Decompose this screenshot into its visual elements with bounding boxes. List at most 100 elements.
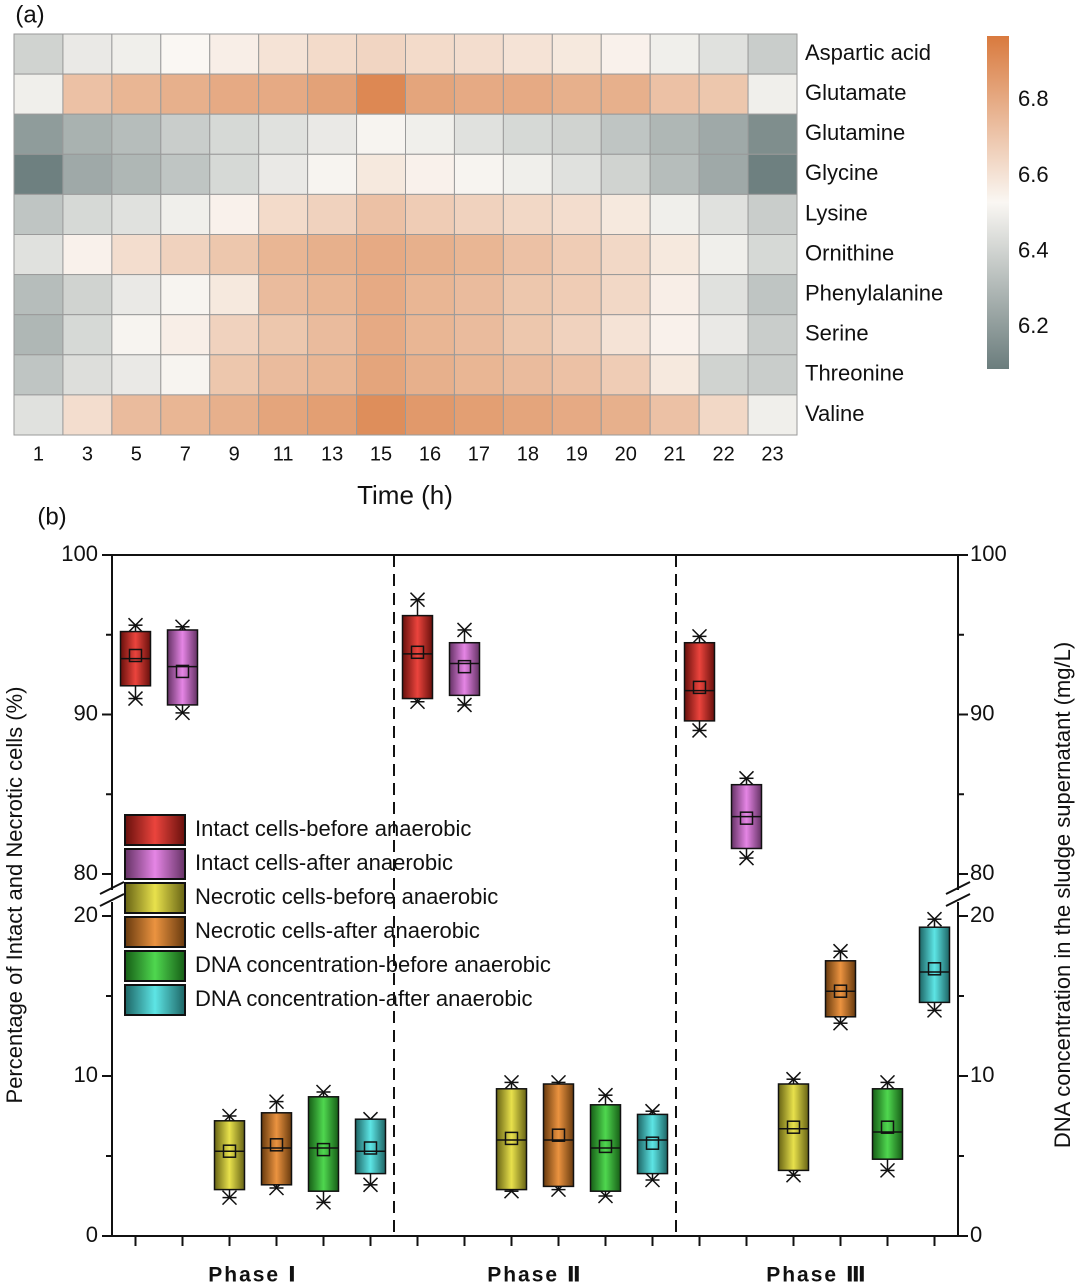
heat-cell: [405, 113, 455, 155]
heat-cell: [62, 153, 113, 195]
extreme-marker: [221, 1190, 238, 1206]
heat-cell: [698, 354, 749, 396]
heat-cell: [453, 113, 504, 155]
mean-marker: [645, 1136, 660, 1150]
x-tick-label: 23: [761, 443, 783, 465]
row-label: Serine: [805, 321, 869, 346]
box: [260, 1112, 293, 1186]
heat-cell: [502, 314, 553, 356]
box: [871, 1088, 904, 1160]
x-tick-label: Phase Ⅲ: [766, 1264, 868, 1287]
extreme-marker: [456, 697, 473, 713]
row-label: Valine: [805, 401, 865, 426]
heat-cell: [111, 33, 162, 75]
extreme-marker: [127, 617, 144, 633]
heat-cell: [111, 193, 162, 235]
mean-marker: [316, 1142, 331, 1157]
heat-cell: [307, 394, 358, 436]
heat-cell: [356, 193, 406, 235]
box: [166, 629, 199, 706]
heat-cell: [747, 314, 798, 356]
heat-cell: [356, 354, 406, 396]
legend-label: Intact cells-after anaerobic: [195, 850, 453, 875]
heat-cell: [405, 193, 455, 235]
extreme-marker: [362, 1177, 379, 1193]
heat-cell: [551, 73, 602, 115]
heat-cell: [453, 274, 504, 316]
heat-cell: [502, 354, 553, 396]
x-tick-label: 16: [419, 443, 441, 465]
heat-cell: [13, 153, 64, 195]
heat-cell: [502, 193, 553, 235]
heat-cell: [258, 33, 309, 75]
legend-swatch: [124, 950, 186, 982]
x-tick-label: Phase Ⅱ: [487, 1264, 583, 1287]
heat-cell: [405, 394, 455, 436]
legend-swatch: [124, 984, 186, 1016]
heat-cell: [649, 73, 700, 115]
heat-cell: [502, 394, 553, 436]
y-axis-title: Percentage of Intact and Necrotic cells …: [2, 687, 27, 1104]
box: [448, 641, 481, 697]
mean-marker: [222, 1144, 237, 1158]
legend-label: DNA concentration-after anaerobic: [195, 986, 533, 1011]
heat-cell: [356, 153, 406, 195]
heat-cell: [551, 394, 602, 436]
heat-cell: [13, 314, 64, 356]
heat-cell: [453, 73, 504, 115]
colorbar-tick-label: 6.4: [1018, 238, 1049, 263]
heat-cell: [453, 153, 504, 195]
heat-cell: [747, 394, 798, 436]
heat-cell: [13, 73, 64, 115]
axis-break: [945, 881, 971, 895]
x-tick-label: 13: [321, 443, 343, 465]
heat-cell: [405, 234, 455, 276]
heat-cell: [502, 153, 553, 195]
box: [542, 1083, 575, 1188]
heat-cell: [13, 234, 64, 276]
extreme-marker: [409, 592, 426, 608]
x-tick-label: 17: [468, 443, 490, 465]
heat-cell: [502, 73, 553, 115]
mean-marker: [175, 664, 190, 679]
heat-cell: [502, 274, 553, 316]
heat-cell: [747, 113, 798, 155]
axis-break: [99, 881, 125, 895]
heat-cell: [649, 314, 700, 356]
box: [636, 1113, 669, 1175]
extreme-marker: [644, 1172, 661, 1188]
y2-tick-label: 80: [970, 860, 994, 885]
heat-cell: [356, 33, 406, 75]
heat-cell: [600, 73, 651, 115]
extreme-marker: [315, 1194, 332, 1210]
y-tick-label: 0: [86, 1222, 98, 1247]
heat-cell: [600, 193, 651, 235]
colorbar-tick-label: 6.8: [1018, 86, 1049, 111]
heat-cell: [649, 153, 700, 195]
heat-cell: [62, 354, 113, 396]
axis-break: [99, 893, 125, 907]
heat-cell: [111, 234, 162, 276]
box: [213, 1120, 246, 1191]
heat-cell: [649, 354, 700, 396]
heat-cell: [600, 354, 651, 396]
heat-cell: [747, 274, 798, 316]
x-tick-label: 7: [180, 443, 191, 465]
mean-marker: [551, 1128, 566, 1142]
heat-cell: [307, 193, 358, 235]
heat-cell: [258, 354, 309, 396]
heat-cell: [160, 274, 211, 316]
heat-cell: [356, 73, 406, 115]
x-tick-label: 3: [82, 443, 93, 465]
heat-cell: [453, 193, 504, 235]
heat-cell: [600, 113, 651, 155]
heat-cell: [209, 113, 260, 155]
extreme-marker: [691, 628, 708, 644]
heat-cell: [405, 73, 455, 115]
heat-cell: [551, 234, 602, 276]
heat-cell: [551, 274, 602, 316]
extreme-marker: [127, 691, 144, 707]
heat-cell: [160, 354, 211, 396]
heat-cell: [551, 113, 602, 155]
